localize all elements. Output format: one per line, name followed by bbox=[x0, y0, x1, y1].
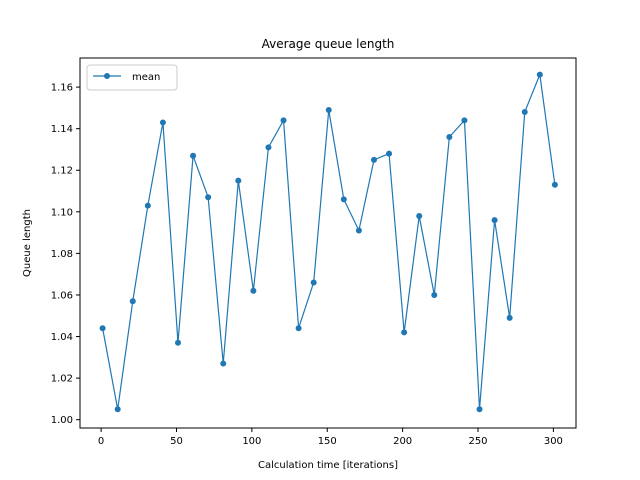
y-tick-label: 1.08 bbox=[51, 249, 73, 260]
data-point bbox=[446, 133, 453, 140]
data-point bbox=[355, 227, 362, 234]
axes-frame bbox=[79, 57, 577, 429]
data-point bbox=[536, 71, 543, 78]
x-tick-label: 0 bbox=[98, 436, 104, 447]
x-tick-label: 200 bbox=[393, 436, 412, 447]
y-tick-label: 1.12 bbox=[51, 166, 73, 177]
x-tick-label: 100 bbox=[242, 436, 261, 447]
data-point bbox=[99, 325, 106, 332]
y-tick-label: 1.06 bbox=[51, 290, 73, 301]
data-point bbox=[416, 212, 423, 219]
x-tick-label: 150 bbox=[318, 436, 337, 447]
data-point bbox=[431, 291, 438, 298]
data-point bbox=[265, 144, 272, 151]
legend-marker-mean bbox=[104, 73, 110, 79]
data-point bbox=[340, 196, 347, 203]
data-point bbox=[521, 109, 528, 116]
data-point bbox=[461, 117, 468, 124]
data-point bbox=[325, 106, 332, 113]
legend: mean bbox=[86, 64, 178, 91]
data-point bbox=[205, 194, 212, 201]
y-tick-label: 1.02 bbox=[51, 374, 73, 385]
chart-title: Average queue length bbox=[262, 37, 395, 51]
data-point bbox=[370, 156, 377, 163]
data-point bbox=[250, 287, 257, 294]
data-point bbox=[491, 217, 498, 224]
y-tick-label: 1.16 bbox=[51, 83, 73, 94]
data-point bbox=[551, 181, 558, 188]
x-axis: 0 50 100 150 200 250 300 bbox=[98, 428, 563, 447]
data-point bbox=[159, 119, 166, 126]
x-axis-title: Calculation time [iterations] bbox=[258, 460, 398, 471]
data-point bbox=[114, 406, 121, 413]
data-point bbox=[310, 279, 317, 286]
y-tick-label: 1.00 bbox=[51, 415, 73, 426]
y-tick-label: 1.04 bbox=[51, 332, 73, 343]
data-point bbox=[295, 325, 302, 332]
data-point bbox=[506, 314, 513, 321]
data-point bbox=[174, 339, 181, 346]
x-tick-label: 250 bbox=[468, 436, 487, 447]
y-tick-label: 1.10 bbox=[51, 207, 73, 218]
legend-label-mean: mean bbox=[132, 72, 160, 83]
data-point bbox=[476, 406, 483, 413]
data-point bbox=[144, 202, 151, 209]
data-point bbox=[386, 150, 393, 157]
y-axis-title: Queue length bbox=[22, 209, 33, 277]
plot-area bbox=[99, 71, 558, 413]
x-tick-label: 300 bbox=[544, 436, 563, 447]
data-point bbox=[129, 298, 136, 305]
y-tick-label: 1.14 bbox=[51, 124, 73, 135]
data-point bbox=[220, 360, 227, 367]
data-point bbox=[401, 329, 408, 336]
data-point bbox=[280, 117, 287, 124]
data-point bbox=[190, 152, 197, 159]
x-tick-label: 50 bbox=[170, 436, 183, 447]
data-point bbox=[235, 177, 242, 184]
legend-box bbox=[86, 64, 178, 91]
y-axis: 1.00 1.02 1.04 1.06 1.08 1.10 1.12 1.14 1.16 bbox=[51, 83, 80, 426]
